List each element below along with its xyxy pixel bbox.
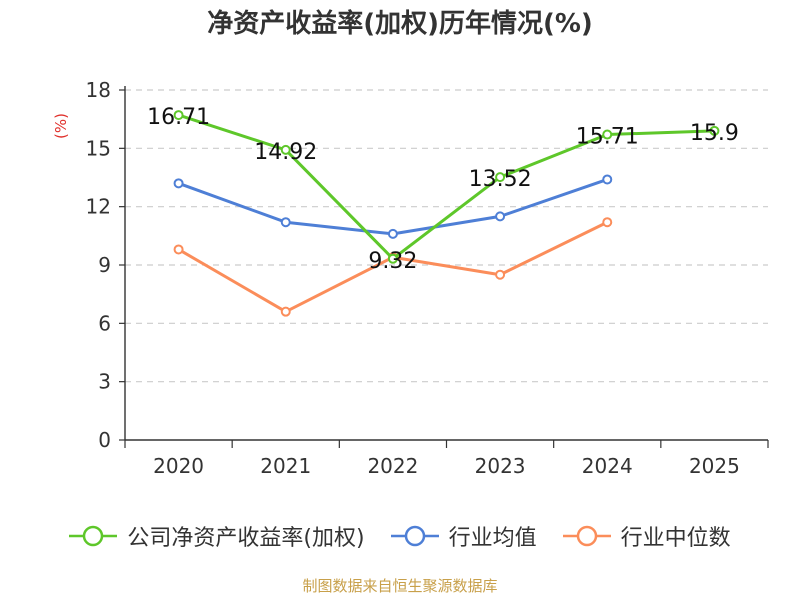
- data-point: [173, 244, 184, 255]
- y-tick-label: 6: [98, 311, 111, 335]
- series-layer: [173, 110, 720, 317]
- data-label: 15.71: [576, 125, 639, 150]
- data-label: 9.32: [368, 249, 417, 274]
- legend-swatch-marker: [576, 525, 597, 547]
- data-point: [602, 217, 613, 228]
- data-point: [280, 306, 291, 317]
- legend-swatch: [562, 525, 611, 547]
- axis-layer: 0 3 6 9 12 15 18 2020 2021 2022 2023 2024 2025 (%): [52, 78, 769, 478]
- source-note: 制图数据来自恒生聚源数据库: [302, 577, 498, 595]
- data-point: [280, 144, 291, 155]
- y-tick-label: 9: [98, 253, 111, 277]
- x-tick-label: 2022: [367, 454, 418, 478]
- data-point: [387, 228, 398, 239]
- legend-swatch-marker: [404, 525, 425, 547]
- legend-item[interactable]: 公司净资产收益率(加权): [69, 520, 365, 552]
- legend-swatch: [69, 525, 118, 547]
- y-axis-unit-label: (%): [52, 113, 70, 139]
- x-tick-label: 2021: [260, 454, 311, 478]
- legend-item[interactable]: 行业均值: [390, 520, 537, 552]
- legend-label: 行业均值: [448, 526, 537, 551]
- legend-item[interactable]: 行业中位数: [562, 520, 731, 552]
- data-point: [280, 217, 291, 228]
- x-tick-label: 2020: [153, 454, 204, 478]
- x-tick-label: 2025: [689, 454, 740, 478]
- legend-swatch-marker: [83, 525, 104, 547]
- data-label: 14.92: [254, 140, 317, 165]
- data-label: 16.71: [147, 105, 210, 130]
- y-tick-label: 12: [86, 195, 111, 219]
- data-point: [495, 211, 506, 222]
- data-point: [173, 178, 184, 189]
- data-point: [602, 129, 613, 140]
- data-label: 13.52: [469, 167, 532, 192]
- data-point: [495, 172, 506, 183]
- y-tick-label: 0: [98, 428, 111, 452]
- data-point: [387, 253, 398, 264]
- chart-title: 净资产收益率(加权)历年情况(%): [207, 9, 593, 39]
- data-point: [495, 269, 506, 280]
- series-line: [178, 113, 715, 261]
- y-tick-label: 18: [86, 78, 111, 102]
- data-point: [173, 110, 184, 121]
- y-tick-label: 3: [98, 370, 111, 394]
- legend-label: 公司净资产收益率(加权): [127, 526, 365, 551]
- chart-legend: 公司净资产收益率(加权) 行业均值 行业中位数: [0, 514, 800, 558]
- y-tick-label: 15: [86, 136, 111, 160]
- data-point: [709, 125, 720, 136]
- data-label: 15.9: [690, 121, 739, 146]
- x-tick-label: 2023: [475, 454, 526, 478]
- legend-swatch: [390, 525, 439, 547]
- x-tick-label: 2024: [582, 454, 633, 478]
- data-point: [602, 174, 613, 185]
- legend-label: 行业中位数: [620, 526, 731, 551]
- label-layer: 16.71 14.92 9.32 13.52 15.71 15.9: [147, 105, 739, 274]
